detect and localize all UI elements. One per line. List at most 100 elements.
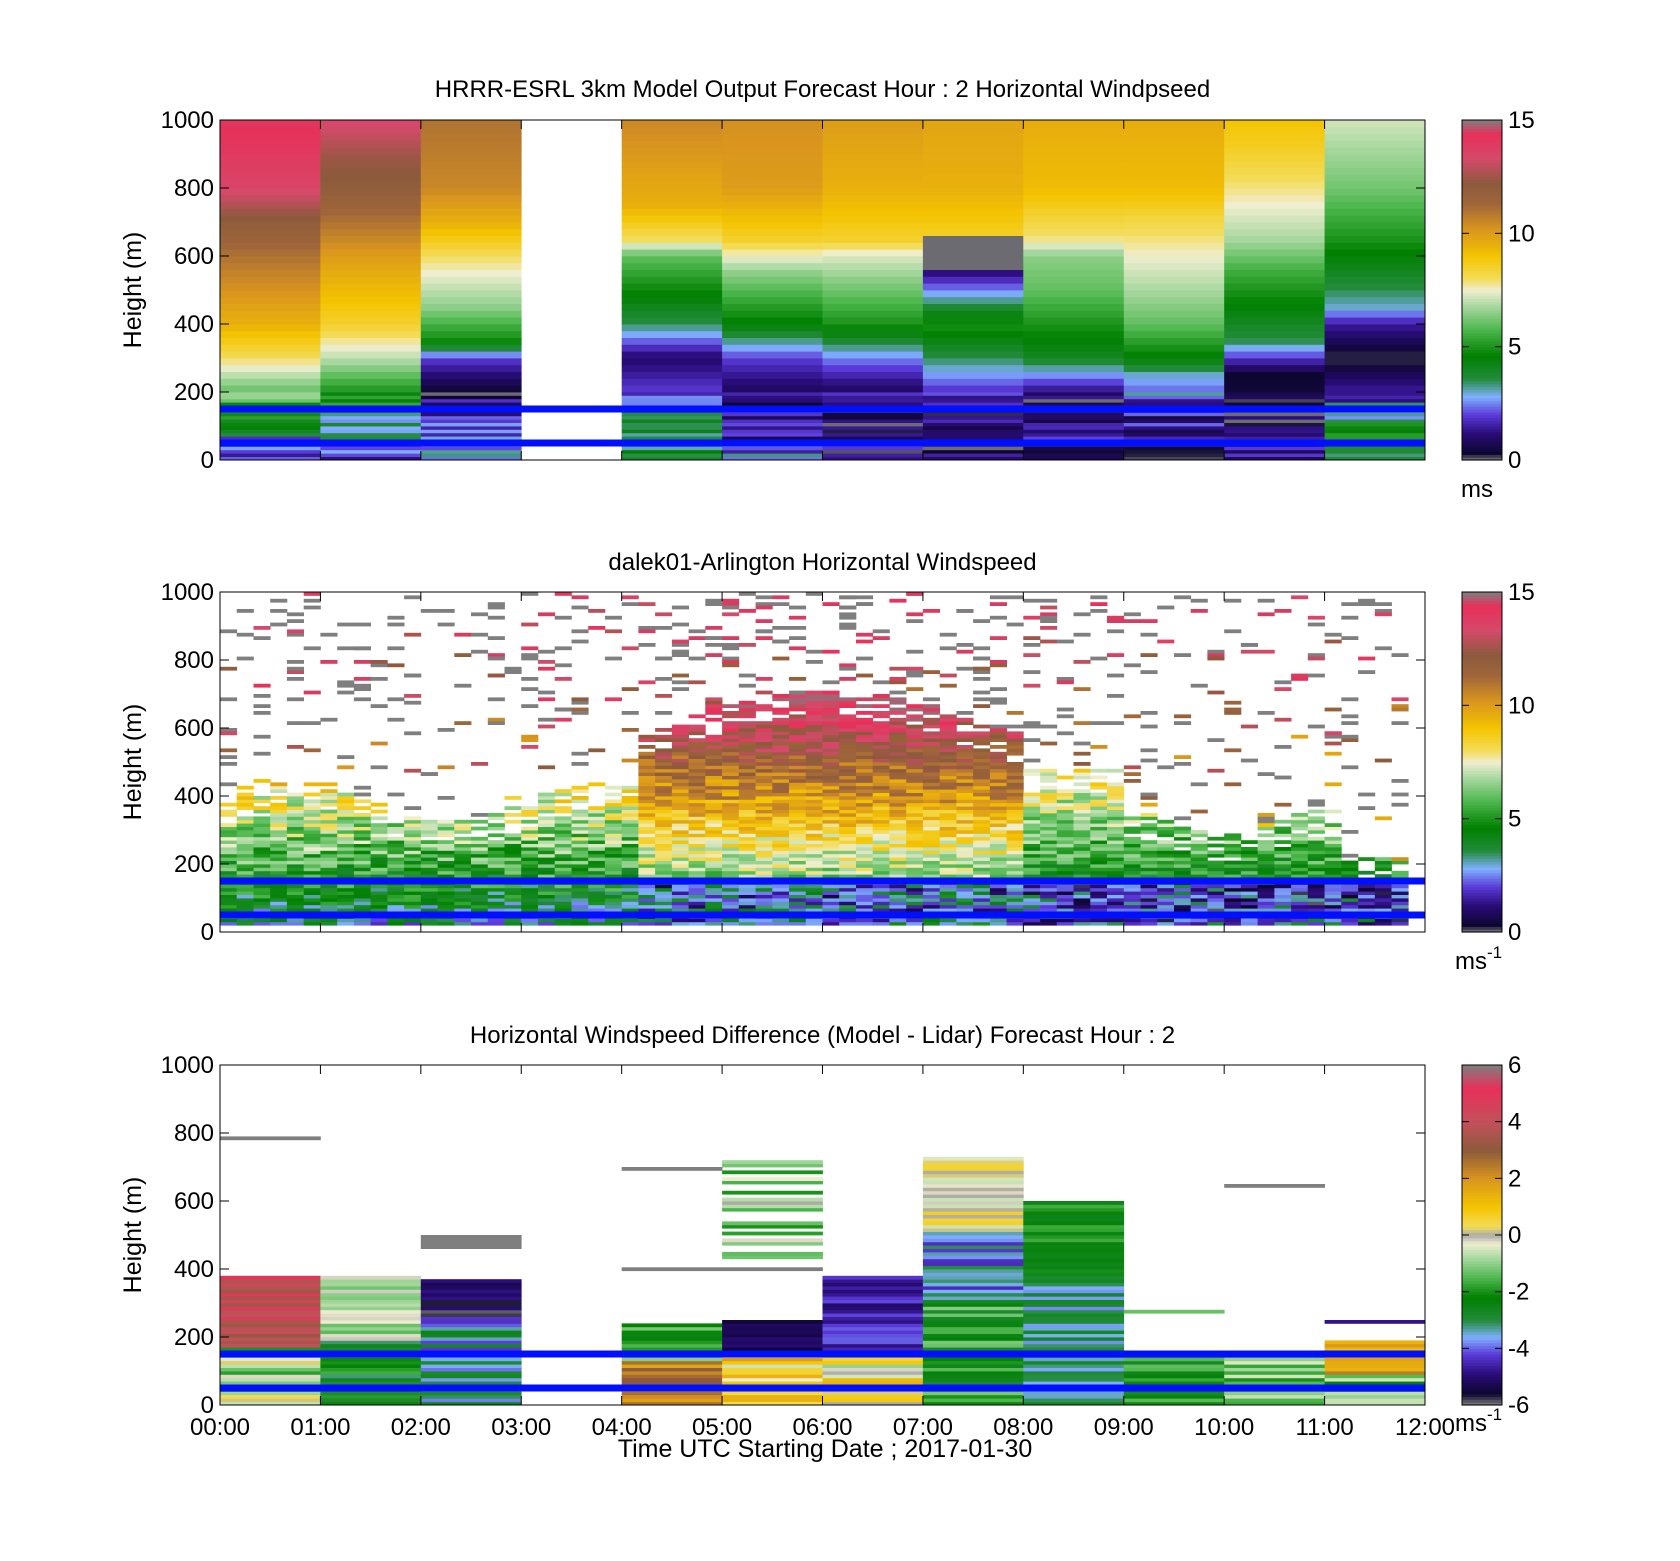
heatmap-cell (722, 337, 823, 345)
colorbar-tick-label: 10 (1508, 220, 1535, 247)
heatmap-cell (872, 813, 890, 817)
heatmap-cell (856, 751, 874, 756)
heatmap-cell (487, 891, 505, 895)
heatmap-cell (688, 857, 706, 861)
heatmap-cell (1257, 598, 1275, 603)
heatmap-cell (220, 1347, 321, 1351)
heatmap-cell (538, 921, 556, 926)
heatmap-cell (956, 609, 974, 613)
heatmap-cell (621, 1391, 723, 1396)
heatmap-cell (1240, 643, 1258, 647)
colorbar-segment (1462, 895, 1502, 899)
heatmap-cell (722, 378, 823, 386)
heatmap-cell (638, 762, 656, 766)
heatmap-cell (738, 884, 756, 889)
heatmap-cell (621, 456, 723, 461)
heatmap-cell (1174, 850, 1192, 855)
heatmap-cell (638, 860, 656, 865)
heatmap-cell (1374, 884, 1392, 889)
heatmap-cell (705, 796, 723, 800)
heatmap-cell (521, 677, 539, 681)
heatmap-cell (1324, 269, 1426, 277)
heatmap-cell (889, 887, 907, 892)
colorbar-segment (1462, 233, 1502, 237)
heatmap-cell (1023, 429, 1125, 434)
heatmap-cell (856, 755, 874, 759)
colorbar-segment (1462, 603, 1502, 607)
heatmap-cell (722, 758, 740, 763)
heatmap-cell (822, 456, 924, 461)
heatmap-cell (1190, 887, 1208, 892)
heatmap-cell (571, 629, 589, 634)
heatmap-cell (270, 887, 288, 892)
heatmap-cell (989, 595, 1007, 600)
heatmap-cell (738, 734, 756, 739)
heatmap-cell (872, 806, 890, 810)
heatmap-cell (822, 847, 840, 851)
heatmap-cell (404, 918, 422, 923)
heatmap-cell (889, 891, 907, 895)
heatmap-cell (722, 738, 740, 742)
heatmap-cell (1006, 816, 1024, 821)
heatmap-cell (1307, 847, 1325, 851)
heatmap-cell (1224, 290, 1325, 298)
heatmap-cell (822, 249, 924, 257)
heatmap-cell (822, 1299, 924, 1304)
heatmap-cell (1224, 324, 1325, 332)
heatmap-cell (822, 201, 924, 209)
heatmap-cell (320, 921, 338, 926)
heatmap-cell (922, 1306, 1024, 1311)
heatmap-cell (504, 921, 522, 926)
heatmap-cell (822, 1360, 924, 1365)
heatmap-cell (353, 813, 371, 817)
heatmap-cell (1257, 884, 1275, 889)
heatmap-cell (253, 704, 271, 708)
heatmap-cell (1324, 167, 1426, 175)
heatmap-cell (1324, 419, 1426, 423)
heatmap-cell (872, 802, 890, 807)
heatmap-cell (1006, 785, 1024, 790)
colorbar-segment (1462, 617, 1502, 621)
heatmap-cell (521, 836, 539, 841)
heatmap-cell (789, 891, 807, 895)
heatmap-cell (387, 867, 405, 872)
heatmap-cell (922, 1262, 1024, 1266)
heatmap-cell (320, 262, 422, 270)
heatmap-cell (1056, 813, 1074, 817)
heatmap-cell (1006, 891, 1024, 895)
heatmap-cell (303, 809, 321, 814)
heatmap-cell (638, 870, 656, 875)
colorbar-segment (1462, 793, 1502, 797)
heatmap-cell (320, 290, 422, 298)
colorbar-segment (1462, 341, 1502, 345)
heatmap-cell (320, 813, 338, 817)
heatmap-cell (554, 826, 572, 831)
heatmap-cell (722, 819, 740, 824)
heatmap-cell (303, 748, 321, 753)
heatmap-cell (789, 850, 807, 855)
heatmap-cell (722, 785, 740, 790)
heatmap-cell (939, 904, 957, 909)
heatmap-cell (1040, 894, 1058, 899)
heatmap-cell (755, 884, 773, 889)
heatmap-cell (538, 802, 556, 807)
heatmap-cell (738, 779, 756, 783)
heatmap-cell (1358, 598, 1376, 603)
heatmap-cell (638, 772, 656, 776)
heatmap-cell (1274, 847, 1292, 851)
heatmap-cell (805, 833, 823, 838)
heatmap-cell (320, 1296, 422, 1300)
heatmap-cell (337, 830, 355, 834)
heatmap-cell (521, 656, 539, 661)
heatmap-cell (922, 290, 1024, 298)
heatmap-cell (621, 290, 723, 298)
heatmap-cell (755, 734, 773, 739)
heatmap-cell (805, 711, 823, 715)
heatmap-cell (688, 887, 706, 892)
heatmap-cell (772, 792, 790, 797)
colorbar-segment (1462, 304, 1502, 308)
heatmap-cell (1073, 901, 1091, 906)
heatmap-cell (738, 785, 756, 790)
heatmap-cell (1023, 867, 1041, 872)
heatmap-cell (1341, 734, 1359, 739)
